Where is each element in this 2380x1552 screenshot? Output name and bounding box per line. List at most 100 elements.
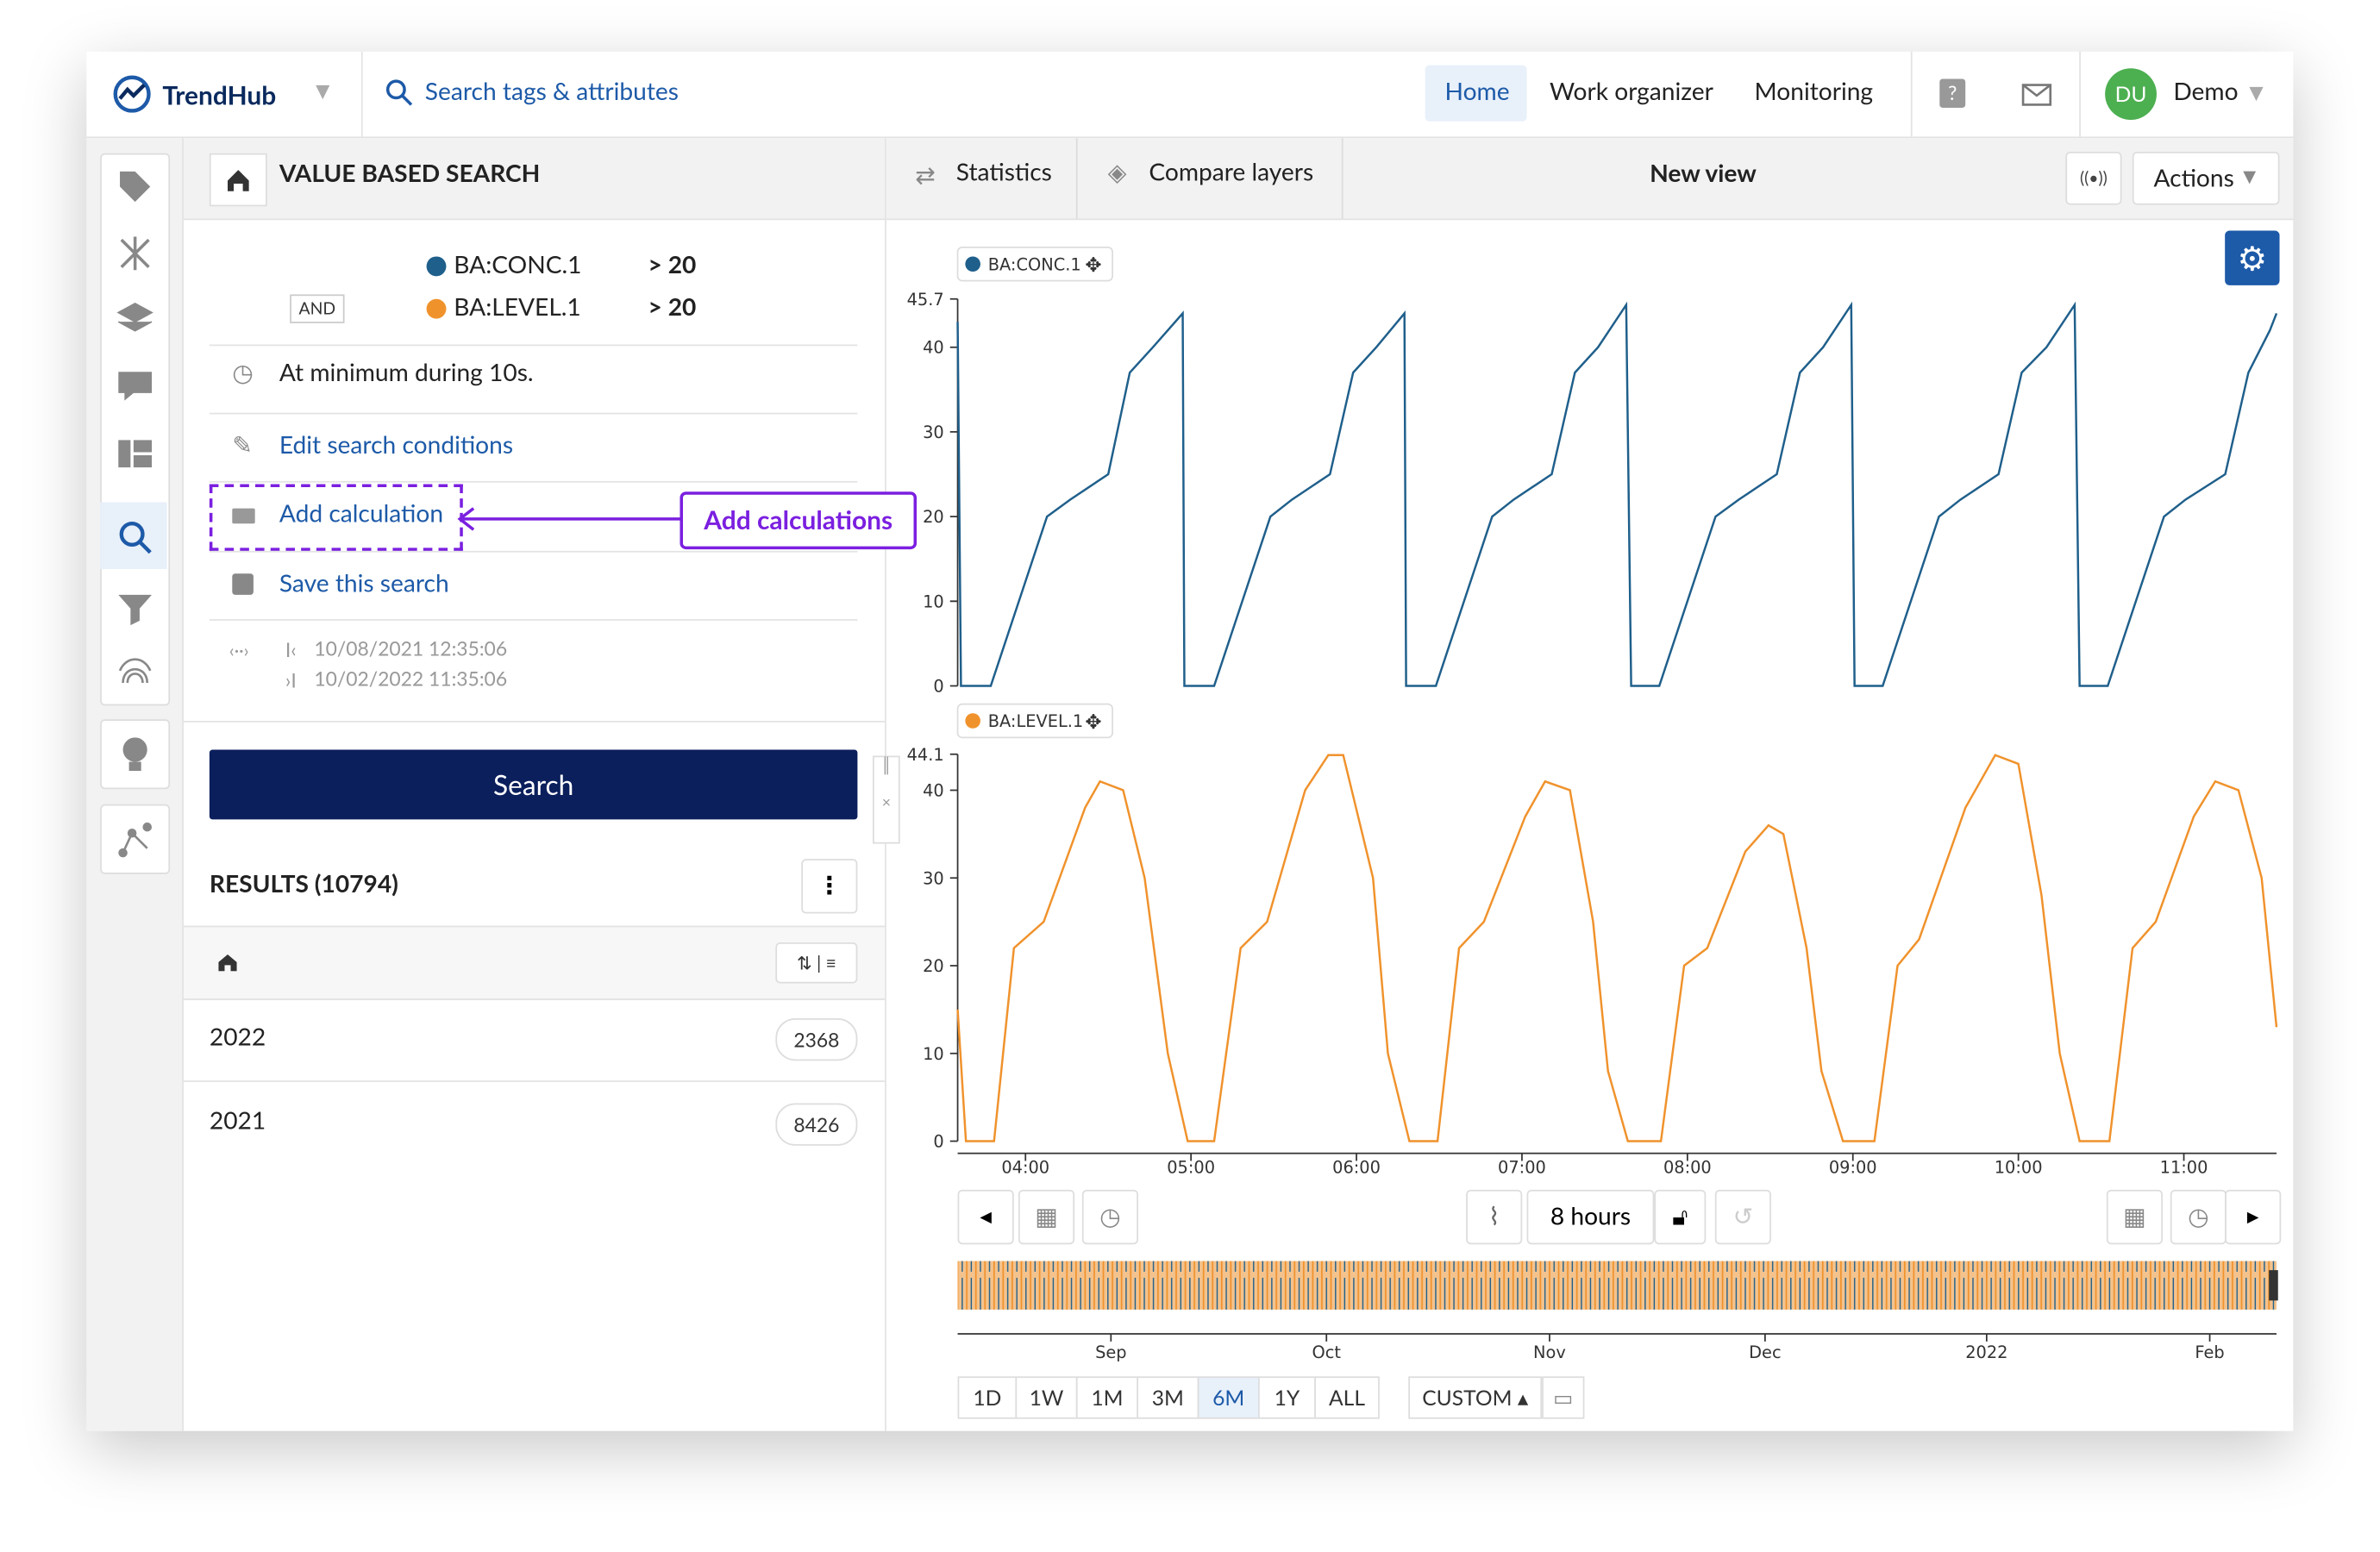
ideas-button[interactable] bbox=[100, 719, 171, 790]
range-button[interactable]: 6M bbox=[1197, 1376, 1260, 1419]
mail-button[interactable] bbox=[2021, 84, 2052, 106]
divider bbox=[2079, 51, 2081, 137]
search-button[interactable]: Search bbox=[209, 749, 858, 820]
x-tick-label: 10:00 bbox=[1995, 1157, 2043, 1177]
clock-button[interactable]: ◷ bbox=[1081, 1189, 1138, 1245]
edit-conditions[interactable]: Edit search conditions bbox=[279, 430, 514, 460]
divider bbox=[209, 619, 858, 621]
logo-icon bbox=[113, 75, 151, 113]
divider bbox=[1341, 138, 1343, 219]
range-button[interactable]: 3M bbox=[1137, 1376, 1199, 1419]
from-icon: I‹ bbox=[285, 637, 297, 662]
save-search[interactable]: Save this search bbox=[279, 569, 449, 598]
condition-op: > 20 bbox=[648, 292, 697, 322]
prev-button[interactable]: ◀ bbox=[957, 1189, 1014, 1245]
lock-button[interactable]: 🔓︎ bbox=[1654, 1189, 1707, 1245]
tag-dot bbox=[426, 256, 447, 277]
zoom-button[interactable]: ⌇ bbox=[1466, 1189, 1523, 1245]
divider bbox=[183, 1080, 886, 1082]
calendar-button[interactable]: ▦ bbox=[1018, 1189, 1075, 1245]
app-window bbox=[86, 51, 2294, 1431]
caret: ▼ bbox=[2249, 80, 2264, 103]
nav-work-organizer[interactable]: Work organizer bbox=[1549, 77, 1713, 107]
panel-resize[interactable]: ║ × bbox=[873, 755, 900, 844]
avatar[interactable]: DU bbox=[2105, 68, 2157, 121]
clock-button[interactable]: ◷ bbox=[2170, 1189, 2227, 1245]
y-tick-label: 20 bbox=[923, 507, 944, 527]
nav-monitoring[interactable]: Monitoring bbox=[1754, 77, 1874, 107]
series-line bbox=[956, 301, 2278, 687]
range-icon: ‹··› bbox=[229, 638, 249, 662]
navigator-label: Feb bbox=[2195, 1342, 2224, 1362]
divider bbox=[209, 480, 858, 483]
view-title: New view bbox=[1650, 159, 1757, 189]
range-button[interactable]: 1M bbox=[1075, 1376, 1138, 1419]
custom-button[interactable]: CUSTOM ▴ bbox=[1408, 1376, 1543, 1419]
caret: ▼ bbox=[316, 78, 330, 102]
sidebar-active bbox=[100, 502, 167, 569]
nav-active-bg bbox=[1425, 65, 1527, 122]
tab-compare-layers[interactable]: Compare layers bbox=[1149, 158, 1314, 187]
y-tick-label: 10 bbox=[923, 1044, 944, 1064]
start-date: 10/08/2021 12:35:06 bbox=[314, 635, 508, 660]
legend-box bbox=[956, 246, 1113, 282]
y-tick-label: 0 bbox=[933, 677, 943, 697]
top-bar bbox=[86, 52, 2294, 139]
navigator-label: Sep bbox=[1095, 1342, 1127, 1362]
result-year[interactable]: 2021 bbox=[209, 1106, 266, 1136]
results-menu[interactable]: ⋮ bbox=[801, 859, 858, 914]
y-tick-label: 30 bbox=[923, 422, 944, 442]
period-button[interactable]: 8 hours bbox=[1526, 1189, 1655, 1245]
y-tick-label: 10 bbox=[923, 591, 944, 611]
legend-box bbox=[956, 703, 1113, 739]
result-year[interactable]: 2022 bbox=[209, 1023, 266, 1052]
series-line bbox=[956, 754, 2278, 1142]
navigator-label: 2022 bbox=[1965, 1342, 2007, 1362]
edit-icon: ✎ bbox=[232, 430, 253, 460]
tag-search[interactable]: Search tags & attributes bbox=[424, 77, 679, 107]
navigator-label: Oct bbox=[1312, 1342, 1341, 1362]
y-tick-label: 40 bbox=[923, 338, 944, 358]
condition-op: > 20 bbox=[648, 250, 697, 279]
result-count: 2368 bbox=[775, 1017, 858, 1061]
settings-button[interactable]: ⚙ bbox=[2225, 230, 2280, 285]
annotation: Add calculations bbox=[680, 491, 918, 550]
annotation-arrow bbox=[457, 507, 683, 531]
calendar-button[interactable]: ▦ bbox=[2106, 1189, 2163, 1245]
history-button[interactable]: ↺ bbox=[1714, 1189, 1771, 1245]
range-button[interactable]: 1Y bbox=[1258, 1376, 1316, 1419]
view-toolbar bbox=[886, 138, 2294, 221]
help-button[interactable]: ? bbox=[1939, 78, 1966, 108]
home-button[interactable] bbox=[209, 153, 267, 207]
add-calculation[interactable]: Add calculation bbox=[279, 499, 444, 529]
next-button[interactable]: ▶ bbox=[2225, 1189, 2282, 1245]
caret: ▼ bbox=[2243, 166, 2257, 187]
sort-buttons[interactable]: ⇅ | ≡ bbox=[775, 942, 858, 984]
legend-move: ✥ bbox=[1085, 711, 1101, 734]
x-tick-label: 06:00 bbox=[1332, 1157, 1381, 1177]
range-button[interactable]: 1D bbox=[957, 1376, 1018, 1419]
panel-header bbox=[183, 138, 886, 221]
range-button[interactable]: 1W bbox=[1015, 1376, 1078, 1419]
live-button[interactable]: ((•)) bbox=[2065, 152, 2122, 205]
navigator-strip[interactable] bbox=[957, 1261, 2277, 1310]
custom-label: CUSTOM bbox=[1422, 1384, 1513, 1411]
nav-home[interactable]: Home bbox=[1444, 77, 1510, 107]
graph-button[interactable] bbox=[100, 804, 171, 874]
results-title: RESULTS (10794) bbox=[209, 869, 398, 898]
custom-calendar[interactable]: ▭ bbox=[1542, 1376, 1585, 1419]
divider bbox=[183, 721, 886, 723]
condition-tag: BA:CONC.1 bbox=[454, 250, 582, 279]
end-date: 10/02/2022 11:35:06 bbox=[314, 666, 508, 691]
range-button[interactable]: ALL bbox=[1314, 1376, 1380, 1419]
divider bbox=[209, 412, 858, 415]
tab-statistics[interactable]: Statistics bbox=[955, 158, 1052, 187]
logo[interactable]: TrendHub bbox=[162, 78, 277, 111]
sidebar-icons[interactable] bbox=[116, 167, 155, 684]
x-tick-label: 09:00 bbox=[1829, 1157, 1877, 1177]
and-label: AND bbox=[290, 294, 345, 323]
user-name[interactable]: Demo bbox=[2173, 77, 2239, 107]
actions-button[interactable]: Actions ▼ bbox=[2132, 152, 2280, 205]
divider bbox=[1910, 51, 1913, 137]
navigator-handle[interactable] bbox=[2269, 1270, 2278, 1301]
